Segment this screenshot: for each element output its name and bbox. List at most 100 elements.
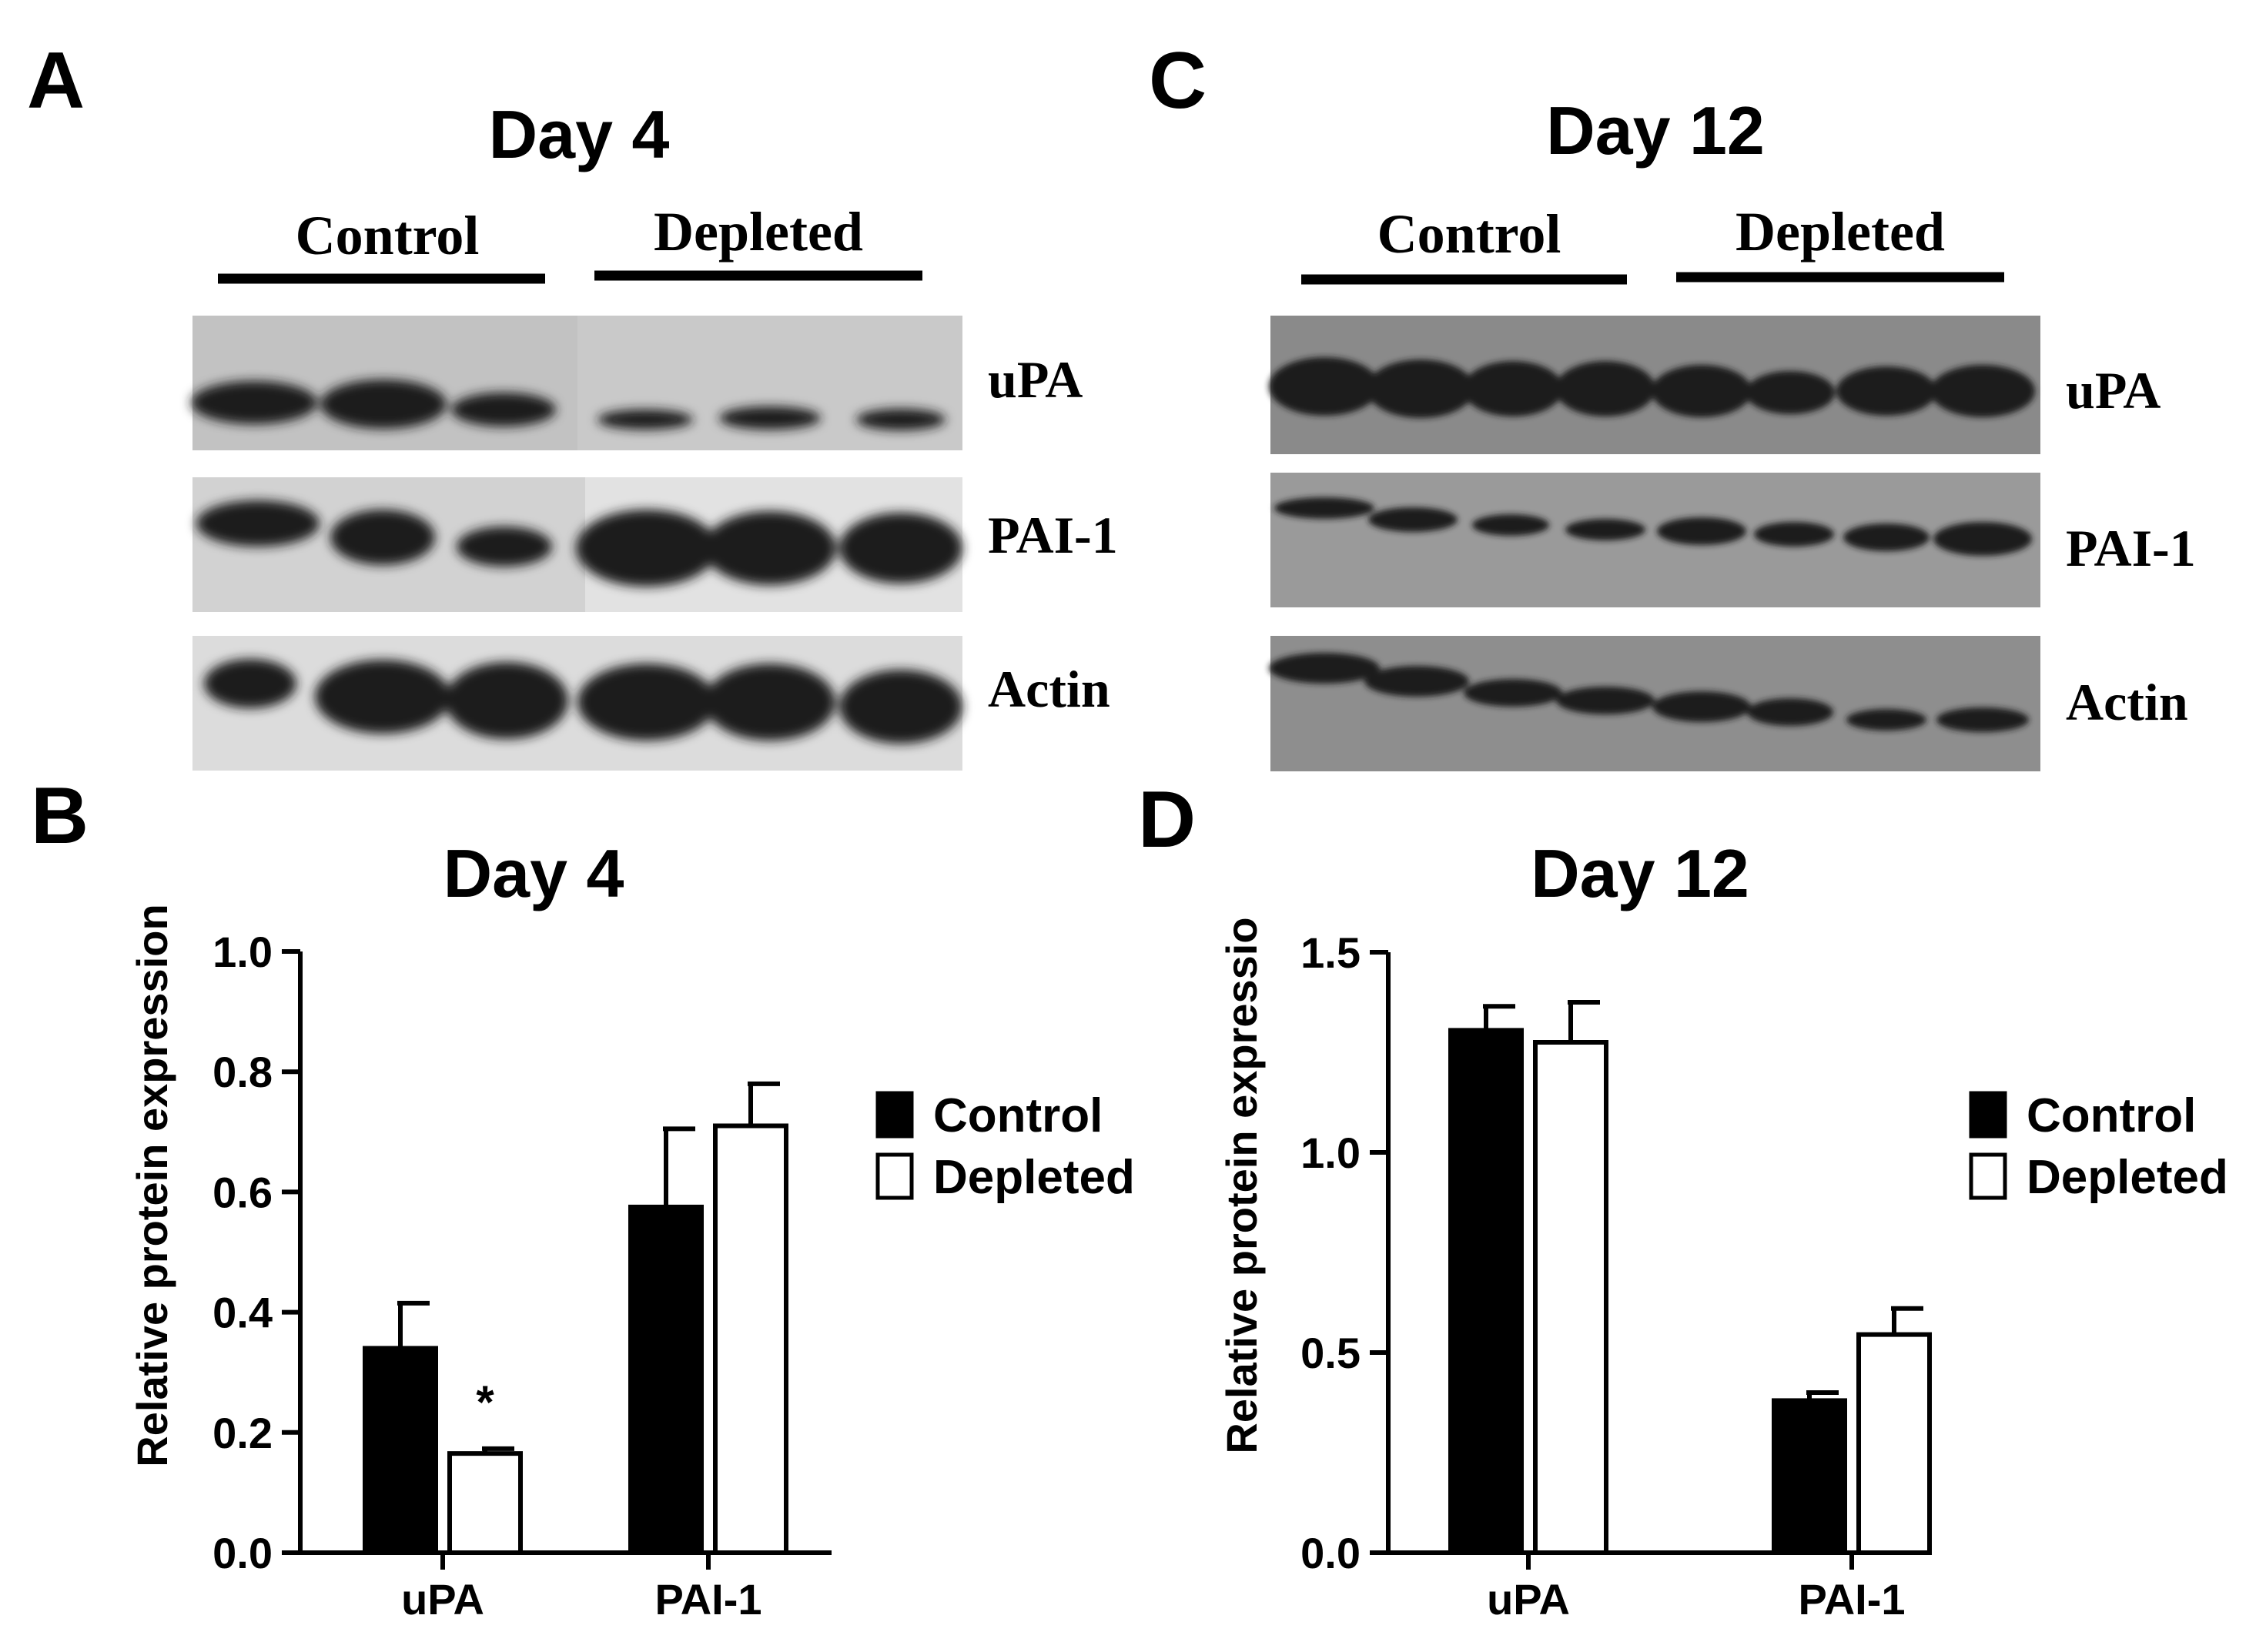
band-label-upa: uPA [2066,361,2161,420]
bar-control-upa [363,1300,438,1555]
bar [1533,1040,1608,1555]
band [1657,517,1746,545]
band [1463,361,1563,416]
band [1843,523,1930,551]
band [1472,514,1549,536]
panel-letter-a: A [27,36,85,125]
band [1555,361,1655,416]
y-tick-label: 0.4 [213,1289,273,1337]
blot-group-label-control: Control [296,205,480,266]
legend-swatch [1969,1091,2007,1139]
y-tick-label: 0.5 [1300,1329,1361,1377]
y-tick-label: 1.0 [213,928,273,976]
panel-letter-c: C [1149,36,1207,125]
legend-swatch [875,1152,914,1200]
blot-title: Day 12 [1546,92,1765,169]
band [1846,709,1926,731]
bar [363,1346,438,1555]
blot-group-label-control: Control [1377,203,1561,265]
bar [1772,1398,1847,1556]
x-tick-label: uPA [401,1575,484,1624]
bar-chart-day12: Day 12 Relative protein expressio 0.0 0.5… [1217,835,2228,1624]
blot-group-label-depleted: Depleted [654,201,863,263]
band [191,381,317,424]
band [457,527,552,567]
band [1367,359,1474,418]
band [856,409,946,430]
bar-depleted-pai-1 [1856,1306,1932,1555]
y-tick-label: 1.5 [1300,928,1361,977]
band [705,664,835,741]
band [576,510,718,587]
panel-letter-d: D [1138,775,1196,864]
axes: 0.0 0.2 0.4 0.6 0.8 1.0 uPA PAI-1 [213,928,832,1624]
band [1364,666,1469,697]
band-label-actin: Actin [2066,673,2188,731]
bar-control-upa [1448,1004,1524,1555]
blot-group-label-depleted: Depleted [1735,201,1945,263]
band [719,406,821,430]
band [320,380,447,429]
band [839,513,962,584]
band [597,410,693,430]
y-tick-label: 0.8 [213,1048,273,1096]
y-axis-label: Relative protein expression [128,904,176,1466]
chart-title: Day 12 [1531,835,1749,911]
significance-marker: * [476,1376,494,1428]
band [1368,507,1458,532]
band [1836,366,1936,416]
legend-label: Control [2027,1089,2196,1142]
x-tick-label: uPA [1487,1575,1570,1624]
bar-depleted-upa [1533,1000,1608,1555]
legend: Control Depleted [875,1089,1135,1204]
band [577,664,716,741]
band [315,660,450,734]
band [1747,698,1833,726]
bar [628,1204,704,1556]
blot-title: Day 4 [489,96,670,172]
legend-entry-control: Control [1969,1089,2196,1142]
band [204,659,296,708]
band [1930,365,2035,417]
x-tick-label: PAI-1 [1799,1575,1906,1624]
band-label-actin: Actin [988,660,1110,718]
bar-chart-day4: Day 4 Relative protein expression 0.0 0.2… [128,835,1135,1624]
bar-depleted-upa [447,1446,523,1556]
legend-label: Depleted [2027,1151,2228,1204]
band [1274,497,1374,519]
chart-title: Day 4 [443,835,624,911]
legend: Control Depleted [1969,1089,2228,1204]
x-tick-label: PAI-1 [655,1575,762,1624]
bar-control-pai-1 [1772,1390,1847,1556]
actin-bands [1269,653,2029,732]
legend-entry-depleted: Depleted [1969,1151,2228,1204]
band [1269,357,1380,416]
legend-label: Control [933,1089,1103,1142]
band [1936,707,2029,732]
pai1-bands [1274,497,2032,556]
y-axis-label: Relative protein expressio [1217,917,1266,1453]
band [1746,371,1835,414]
band [704,511,836,585]
bars: * [363,1081,788,1556]
legend-swatch [875,1091,914,1139]
bar [447,1451,523,1556]
band [1565,519,1645,540]
band [839,670,962,744]
actin-bands [204,659,962,744]
legend-swatch [1969,1152,2007,1200]
band [1754,522,1834,547]
pai1-bands [196,500,962,587]
band [196,500,320,547]
band [1652,365,1752,417]
blot-day12: Day 12 Control Depleted uPA PA [1269,92,2196,771]
band [451,393,556,426]
band [1933,522,2032,556]
y-tick-label: 0.0 [1300,1529,1361,1577]
band-label-pai1: PAI-1 [2066,519,2196,577]
band [1652,691,1751,722]
upa-bands [1269,357,2035,418]
band [1464,679,1562,707]
band [330,510,435,565]
